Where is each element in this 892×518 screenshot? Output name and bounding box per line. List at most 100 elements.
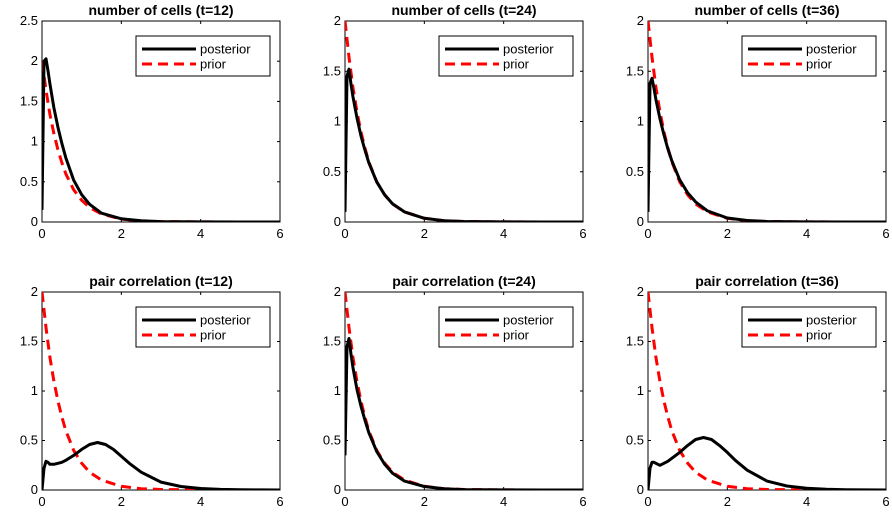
y-tick-label: 1 [637,383,644,398]
y-tick-label: 0 [31,214,38,229]
x-tick-label: 0 [38,226,45,241]
x-tick-label: 4 [197,226,204,241]
x-tick-label: 2 [421,226,428,241]
series-line-posterior [345,337,583,490]
y-tick-label: 2.5 [20,13,38,28]
y-tick-label: 0.5 [20,174,38,189]
y-tick-label: 2 [31,53,38,68]
x-tick-label: 0 [644,494,651,509]
y-tick-label: 0.5 [626,433,644,448]
x-tick-label: 2 [724,494,731,509]
x-tick-label: 2 [421,494,428,509]
y-tick-label: 2 [637,13,644,28]
series-line-posterior [345,67,583,222]
subplot-title: number of cells (t=12) [88,2,233,18]
series-line-posterior [42,57,280,222]
y-tick-label: 0.5 [20,433,38,448]
legend-label-posterior: posterior [200,313,251,328]
y-tick-label: 1.5 [20,93,38,108]
legend-box [741,35,877,77]
legend-box [741,306,877,348]
legend-label-prior: prior [200,57,227,72]
subplot-title: pair correlation (t=24) [392,273,536,289]
y-tick-label: 0 [334,482,341,497]
legend-label-posterior: posterior [503,313,554,328]
y-tick-label: 2 [31,284,38,299]
legend-label-posterior: posterior [503,42,554,57]
subplot-title: pair correlation (t=36) [695,273,839,289]
legend-label-posterior: posterior [200,42,251,57]
y-tick-label: 0.5 [323,164,341,179]
legend-label-prior: prior [503,328,530,343]
x-tick-label: 6 [276,494,283,509]
y-tick-label: 0 [637,482,644,497]
y-tick-label: 1.5 [626,334,644,349]
series-line-posterior [648,436,886,490]
subplot-1: number of cells (t=12) 0 2 4 6 0 0.5 1 1.5 2 2.5 po… [20,2,284,241]
legend-label-prior: prior [200,328,227,343]
legend-label-prior: prior [806,57,833,72]
series-line-prior [42,292,280,490]
subplot-title: number of cells (t=24) [391,2,536,18]
y-tick-label: 1 [31,383,38,398]
series-line-posterior [648,76,886,222]
series-line-prior [648,292,886,490]
subplot-title: pair correlation (t=12) [89,273,233,289]
x-tick-label: 6 [579,494,586,509]
x-tick-label: 6 [882,494,889,509]
x-tick-label: 6 [579,226,586,241]
y-tick-label: 2 [334,284,341,299]
x-tick-label: 4 [500,494,507,509]
x-tick-label: 0 [644,226,651,241]
x-tick-label: 4 [803,226,810,241]
x-tick-label: 0 [341,226,348,241]
y-tick-label: 0 [637,214,644,229]
x-tick-label: 4 [803,494,810,509]
y-tick-label: 0 [31,482,38,497]
y-tick-label: 1 [637,114,644,129]
x-tick-label: 2 [118,494,125,509]
x-tick-label: 4 [197,494,204,509]
series-line-prior [42,60,280,222]
legend-box [438,35,574,77]
legend-box [135,306,271,348]
y-tick-label: 0.5 [323,433,341,448]
y-tick-label: 1 [334,114,341,129]
subplot-title: number of cells (t=36) [694,2,839,18]
legend-label-prior: prior [806,328,833,343]
subplot-2: number of cells (t=24) 0 2 4 6 0 0.5 1 1.5 2 poste… [323,2,587,241]
y-tick-label: 1.5 [323,334,341,349]
subplot-6: pair correlation (t=36) 0 2 4 6 0 0.5 1 1.5 2 post… [626,273,890,509]
y-tick-label: 2 [334,13,341,28]
subplot-5: pair correlation (t=24) 0 2 4 6 0 0.5 1 1.5 2 post… [323,273,587,509]
x-tick-label: 6 [882,226,889,241]
y-tick-label: 1 [334,383,341,398]
x-tick-label: 0 [341,494,348,509]
legend-label-posterior: posterior [806,42,857,57]
y-tick-label: 0.5 [626,164,644,179]
y-tick-label: 1.5 [626,63,644,78]
legend-box [135,35,271,77]
legend-label-posterior: posterior [806,313,857,328]
x-tick-label: 2 [118,226,125,241]
y-tick-label: 1.5 [20,334,38,349]
x-tick-label: 0 [38,494,45,509]
y-tick-label: 0 [334,214,341,229]
y-tick-label: 2 [637,284,644,299]
y-tick-label: 1.5 [323,63,341,78]
y-tick-label: 1 [31,134,38,149]
subplot-3: number of cells (t=36) 0 2 4 6 0 0.5 1 1.5 2 poste… [626,2,890,241]
subplot-4: pair correlation (t=12) 0 2 4 6 0 0.5 1 1.5 2 post… [20,273,284,509]
x-tick-label: 4 [500,226,507,241]
series-line-posterior [42,441,280,490]
legend-box [438,306,574,348]
legend-label-prior: prior [503,57,530,72]
x-tick-label: 6 [276,226,283,241]
